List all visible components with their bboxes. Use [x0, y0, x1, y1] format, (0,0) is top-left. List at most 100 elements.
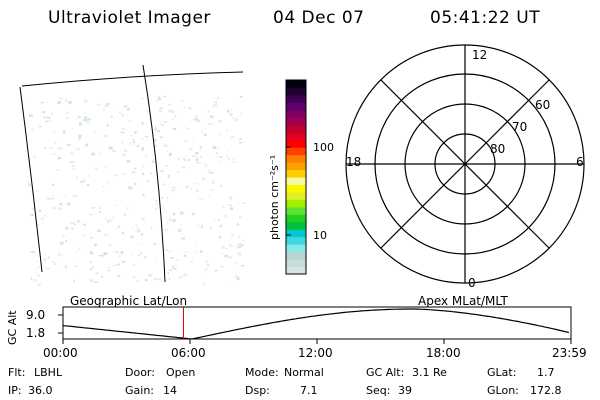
emission-speckle [86, 184, 90, 187]
info-gcalt-label: GC Alt: [366, 366, 405, 379]
emission-speckle [196, 162, 201, 164]
colorbar-cell [286, 117, 306, 126]
emission-speckle [218, 235, 222, 239]
emission-speckle [200, 155, 203, 158]
emission-speckle [38, 209, 42, 212]
emission-speckle [116, 264, 120, 266]
emission-speckle [118, 261, 120, 265]
emission-speckle [157, 278, 162, 281]
emission-speckle [181, 99, 183, 102]
emission-speckle [191, 213, 195, 216]
info-glat-label: GLat: [487, 366, 517, 379]
emission-speckle [70, 222, 75, 225]
emission-speckle [31, 128, 34, 131]
emission-speckle [170, 257, 173, 260]
emission-speckle [51, 112, 53, 116]
emission-speckle [144, 155, 148, 158]
emission-speckle [71, 128, 73, 131]
emission-speckle [36, 260, 38, 263]
emission-speckle [51, 194, 54, 197]
emission-speckle [133, 140, 136, 144]
emission-speckle [178, 276, 182, 279]
emission-speckle [126, 160, 131, 163]
emission-speckle [142, 97, 144, 100]
emission-speckle [28, 114, 33, 117]
emission-speckle [159, 136, 164, 139]
info-glon-label: GLon: [487, 384, 519, 397]
emission-speckle [204, 127, 206, 130]
emission-speckle [138, 230, 140, 233]
colorbar-cell [286, 169, 306, 178]
emission-speckle [220, 156, 223, 159]
emission-speckle [189, 120, 191, 123]
emission-speckle [42, 111, 45, 113]
emission-speckle [216, 156, 219, 158]
emission-speckle [54, 141, 57, 145]
emission-speckle [157, 96, 161, 100]
emission-speckle [202, 178, 205, 181]
emission-speckle [240, 265, 245, 267]
geo-latitude-line [21, 71, 244, 87]
emission-speckle [195, 189, 199, 192]
emission-speckle [158, 107, 163, 110]
emission-speckle [159, 110, 162, 113]
emission-speckle [239, 137, 242, 140]
emission-speckle [101, 275, 103, 278]
emission-speckle [59, 241, 64, 245]
emission-speckle [183, 157, 185, 160]
emission-speckle [46, 268, 50, 270]
emission-speckle [66, 144, 71, 146]
emission-speckle [44, 147, 47, 149]
emission-speckle [58, 252, 61, 254]
emission-speckle [166, 150, 169, 152]
emission-speckle [59, 202, 63, 206]
emission-speckle [83, 179, 85, 183]
colorbar-cell [286, 214, 306, 223]
emission-speckle [229, 113, 233, 116]
emission-speckle [30, 277, 32, 280]
emission-speckle [172, 186, 177, 189]
emission-speckle [195, 115, 198, 119]
emission-speckle [208, 123, 212, 125]
alt-xtick-label-0600: 06:00 [171, 346, 206, 360]
colorbar-frame [285, 79, 307, 275]
emission-speckle [118, 111, 122, 114]
emission-speckle [28, 193, 30, 196]
info-mode-value: Normal [284, 366, 324, 379]
alt-ytick-label-high: 9.0 [26, 308, 46, 322]
emission-speckle [230, 207, 234, 211]
emission-speckle [90, 236, 93, 239]
emission-speckle [119, 254, 121, 258]
emission-speckle [153, 242, 155, 246]
emission-speckle [37, 275, 40, 277]
emission-speckle [186, 127, 189, 129]
emission-speckle [159, 97, 162, 100]
colorbar-cell [286, 94, 306, 103]
emission-speckle [43, 258, 47, 262]
emission-speckle [232, 161, 236, 163]
emission-speckle [191, 155, 195, 157]
emission-speckle [163, 183, 166, 186]
mlt-label-18: 18 [346, 155, 362, 169]
emission-speckle [172, 219, 176, 223]
emission-speckle [181, 237, 186, 240]
lat-label-80: 80 [490, 142, 506, 156]
emission-speckle [89, 213, 93, 216]
emission-speckle [113, 264, 117, 266]
emission-speckle [185, 251, 187, 254]
emission-speckle [103, 252, 108, 256]
emission-speckle [182, 275, 185, 277]
geographic-panel-label: Geographic Lat/Lon [70, 294, 188, 308]
emission-speckle [114, 174, 118, 177]
emission-speckle [92, 265, 94, 269]
emission-speckle [184, 273, 187, 276]
emission-speckle [195, 156, 198, 158]
emission-speckle [131, 138, 135, 140]
emission-speckle [88, 174, 90, 177]
emission-speckle [160, 123, 164, 126]
emission-speckle [52, 153, 56, 155]
emission-speckle [225, 129, 228, 132]
emission-speckle [32, 207, 36, 210]
altitude-curve [62, 308, 570, 340]
